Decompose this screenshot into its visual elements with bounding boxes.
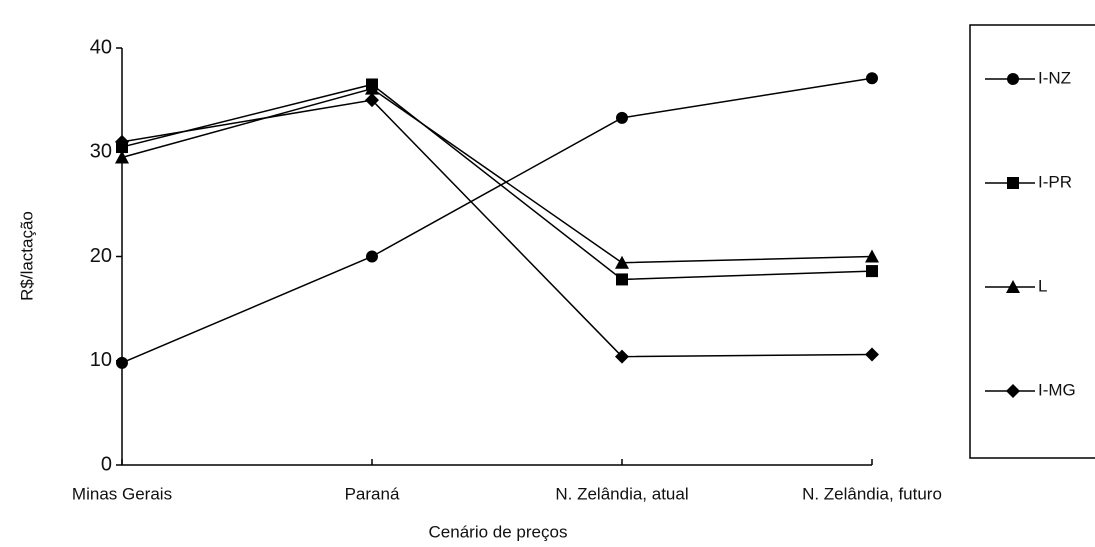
x-tick-label: Minas Gerais [72, 484, 172, 503]
marker [615, 255, 629, 269]
marker [115, 134, 129, 149]
y-tick-label: 30 [90, 141, 112, 163]
x-axis-label: Cenário de preços [429, 522, 568, 541]
y-tick-label: 20 [90, 245, 112, 267]
series-line [121, 83, 873, 281]
marker [1007, 73, 1019, 85]
y-tick-label: 0 [101, 453, 112, 475]
series-line [121, 77, 873, 364]
marker [866, 72, 878, 85]
marker [865, 249, 879, 263]
marker [365, 81, 379, 95]
marker [866, 265, 878, 278]
x-tick-label: N. Zelândia, atual [555, 484, 688, 503]
x-tick-label: Paraná [345, 484, 400, 503]
marker [1006, 280, 1020, 293]
marker [616, 111, 628, 124]
marker [115, 150, 129, 164]
legend-label: I-MG [1038, 380, 1076, 399]
y-tick-label: 40 [90, 36, 112, 58]
marker [116, 356, 128, 369]
series-line [121, 99, 873, 358]
x-tick-label: N. Zelândia, futuro [802, 484, 942, 503]
marker [616, 273, 628, 286]
y-tick-label: 10 [90, 349, 112, 371]
legend-label: L [1038, 276, 1047, 295]
series-line [121, 87, 873, 264]
legend-box [969, 24, 1095, 459]
marker [865, 347, 879, 362]
y-axis-label: R$/lactação [17, 211, 36, 301]
legend-label: I-NZ [1038, 68, 1071, 87]
marker [1007, 177, 1019, 189]
marker [366, 250, 378, 263]
marker [365, 93, 379, 108]
marker [615, 349, 629, 364]
legend-label: I-PR [1038, 172, 1072, 191]
marker [1006, 384, 1020, 398]
